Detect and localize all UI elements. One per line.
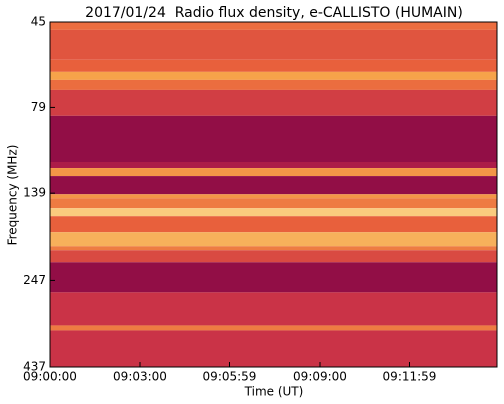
y-tick-label: 79 bbox=[31, 100, 46, 114]
spectrogram-band bbox=[50, 89, 497, 116]
y-tick-label: 247 bbox=[23, 273, 46, 287]
x-tick-label: 09:00:00 bbox=[23, 370, 77, 384]
spectrogram-band bbox=[50, 330, 497, 367]
spectrogram-band bbox=[50, 250, 497, 263]
spectrogram-band bbox=[50, 176, 497, 195]
spectrogram-band bbox=[50, 262, 497, 293]
spectrogram-band bbox=[50, 325, 497, 331]
spectrogram-band bbox=[50, 59, 497, 72]
spectrogram-band bbox=[50, 292, 497, 326]
spectrogram-band bbox=[50, 71, 497, 80]
y-tick-label: 139 bbox=[23, 186, 46, 200]
spectrogram-band bbox=[50, 216, 497, 233]
spectrogram-band bbox=[50, 208, 497, 217]
spectrogram-band bbox=[50, 22, 497, 30]
x-tick-label: 09:03:00 bbox=[113, 370, 167, 384]
spectrogram-band bbox=[50, 29, 497, 60]
spectrogram-band bbox=[50, 194, 497, 199]
chart-title: 2017/01/24 Radio flux density, e-CALLIST… bbox=[85, 5, 463, 21]
y-tick-label: 45 bbox=[31, 15, 46, 29]
x-tick-label: 09:11:59 bbox=[383, 370, 437, 384]
y-tick-label: 437 bbox=[23, 360, 46, 374]
y-axis-label: Frequency (MHz) bbox=[6, 145, 20, 246]
x-axis-label: Time (UT) bbox=[244, 385, 304, 399]
x-tick-label: 09:09:00 bbox=[293, 370, 347, 384]
spectrogram-band bbox=[50, 168, 497, 177]
spectrogram-band bbox=[50, 232, 497, 247]
spectrogram-band bbox=[50, 162, 497, 169]
spectrogram-band bbox=[50, 79, 497, 90]
spectrogram-band bbox=[50, 198, 497, 209]
spectrogram-band bbox=[50, 246, 497, 251]
spectrogram-band bbox=[50, 115, 497, 163]
x-tick-label: 09:05:59 bbox=[203, 370, 257, 384]
plot-frame bbox=[49, 21, 498, 368]
